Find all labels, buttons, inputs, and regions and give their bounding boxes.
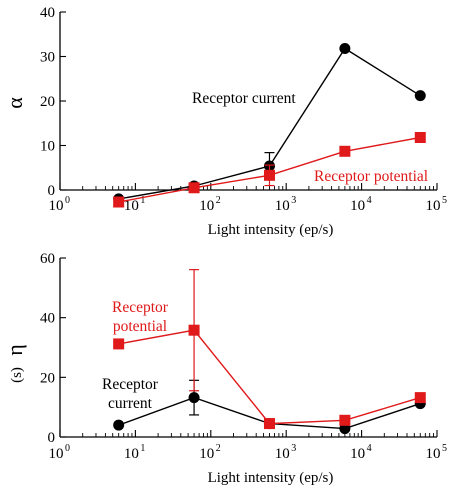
data-point bbox=[339, 42, 351, 54]
y-tick-label: 60 bbox=[40, 251, 55, 267]
y-tick-label: 10 bbox=[40, 139, 55, 155]
series-annotation: Receptor current bbox=[192, 90, 296, 107]
x-tick-label: 10 bbox=[124, 198, 139, 214]
y-tick-label: 40 bbox=[40, 5, 55, 21]
x-tick-exponent: 5 bbox=[442, 443, 447, 454]
y-axis-title: η bbox=[2, 344, 27, 356]
x-tick-exponent: 3 bbox=[291, 195, 296, 206]
data-point bbox=[339, 145, 351, 157]
y-tick-label: 0 bbox=[48, 430, 56, 446]
data-point bbox=[113, 196, 125, 208]
data-point bbox=[188, 182, 200, 194]
x-axis-title: Light intensity (ep/s) bbox=[208, 470, 334, 486]
x-tick-exponent: 4 bbox=[367, 195, 372, 206]
series-annotation: Receptor bbox=[102, 376, 159, 393]
series-receptor-potential bbox=[113, 269, 426, 430]
x-tick-label: 10 bbox=[350, 446, 365, 462]
data-point bbox=[113, 338, 125, 350]
x-tick-exponent: 1 bbox=[140, 195, 145, 206]
series-annotation: current bbox=[108, 395, 153, 412]
x-tick-label: 10 bbox=[275, 198, 290, 214]
series-annotation: potential bbox=[113, 318, 167, 335]
x-tick-exponent: 3 bbox=[291, 443, 296, 454]
y-tick-label: 40 bbox=[40, 311, 55, 327]
series-annotation: Receptor potential bbox=[314, 168, 428, 185]
data-point bbox=[339, 414, 351, 426]
data-point bbox=[113, 419, 125, 431]
data-point bbox=[263, 169, 275, 181]
series-receptor-potential bbox=[113, 131, 426, 208]
y-tick-label: 0 bbox=[48, 183, 56, 199]
x-tick-label: 10 bbox=[124, 446, 139, 462]
x-tick-exponent: 0 bbox=[65, 195, 70, 206]
data-point bbox=[188, 324, 200, 336]
y-tick-label: 20 bbox=[40, 370, 55, 386]
series-annotation: Receptor bbox=[112, 299, 169, 316]
data-point bbox=[414, 392, 426, 404]
x-tick-label: 10 bbox=[199, 198, 214, 214]
data-point bbox=[414, 90, 426, 102]
y-tick-label: 30 bbox=[40, 50, 55, 66]
data-point bbox=[414, 131, 426, 143]
x-tick-exponent: 4 bbox=[367, 443, 372, 454]
x-tick-label: 10 bbox=[275, 446, 290, 462]
y-tick-label: 20 bbox=[40, 94, 55, 110]
x-tick-label: 10 bbox=[49, 198, 64, 214]
y-axis-title: α bbox=[2, 97, 27, 109]
x-tick-label: 10 bbox=[426, 198, 441, 214]
data-point bbox=[188, 392, 200, 404]
x-tick-label: 10 bbox=[350, 198, 365, 214]
x-tick-exponent: 1 bbox=[140, 443, 145, 454]
x-tick-label: 10 bbox=[426, 446, 441, 462]
x-tick-label: 10 bbox=[199, 446, 214, 462]
x-axis-title: Light intensity (ep/s) bbox=[208, 222, 334, 238]
x-tick-exponent: 0 bbox=[65, 443, 70, 454]
x-tick-label: 10 bbox=[49, 446, 64, 462]
data-point bbox=[263, 418, 275, 430]
x-tick-exponent: 5 bbox=[442, 195, 447, 206]
x-tick-exponent: 2 bbox=[216, 195, 221, 206]
data-point bbox=[339, 423, 351, 435]
x-tick-exponent: 2 bbox=[216, 443, 221, 454]
series-line bbox=[118, 329, 421, 425]
y-axis-unit: (s) bbox=[9, 367, 25, 383]
